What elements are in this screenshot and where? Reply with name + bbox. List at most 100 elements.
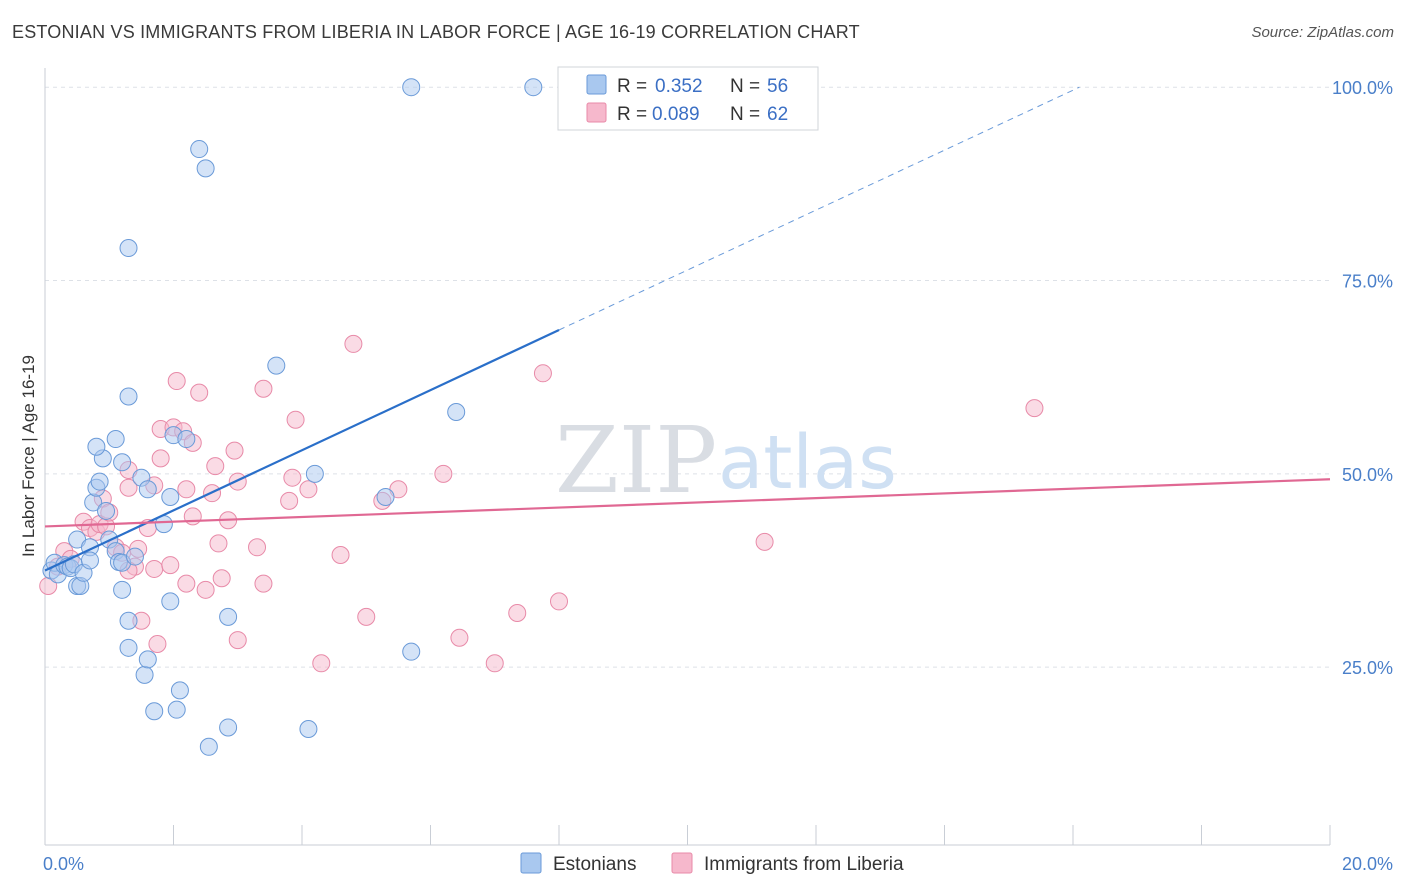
point-liberia (254, 379, 273, 398)
point-liberia (196, 580, 215, 599)
legend-r-value-estonians: 0.352 (655, 76, 703, 97)
point-liberia (206, 457, 225, 476)
point-estonian (524, 78, 543, 97)
chart-title: ESTONIAN VS IMMIGRANTS FROM LIBERIA IN L… (12, 22, 860, 42)
point-estonian (119, 611, 138, 630)
source-credit: Source: ZipAtlas.com (1251, 24, 1394, 41)
point-estonian (170, 681, 189, 700)
point-estonian (402, 642, 421, 661)
legend-r-value-liberia: 0.089 (652, 104, 700, 125)
trend-line-estonians (44, 329, 560, 572)
point-estonian (113, 453, 132, 472)
point-estonian (447, 402, 466, 421)
point-liberia (228, 472, 247, 491)
watermark-atlas-text: atlas (718, 420, 897, 506)
point-estonian (119, 387, 138, 406)
bottom-legend-swatch-estonians (520, 852, 542, 874)
point-estonian (97, 501, 116, 520)
point-liberia (225, 441, 244, 460)
point-liberia (485, 654, 504, 673)
watermark: ZIP atlas (555, 407, 897, 514)
y-tick-label: 25.0% (1342, 658, 1393, 678)
y-axis-label: In Labor Force | Age 16-19 (19, 355, 38, 557)
point-liberia (450, 628, 469, 647)
point-estonian (161, 592, 180, 611)
point-estonian (177, 430, 196, 449)
bottom-legend-liberia: Immigrants from Liberia (704, 854, 904, 875)
point-liberia (755, 532, 774, 551)
point-liberia (161, 556, 180, 575)
point-liberia (508, 604, 527, 623)
watermark-zip-text: ZIP (555, 407, 717, 514)
x-tick-label: 20.0% (1342, 854, 1393, 874)
point-estonian (80, 551, 99, 570)
legend-n-label-liberia: N = (730, 104, 760, 125)
legend-swatch-immigrants-from-liberia (586, 102, 607, 123)
point-estonian (161, 488, 180, 507)
point-estonian (196, 159, 215, 178)
axes (44, 68, 1331, 846)
legend-n-value-liberia: 62 (767, 104, 788, 125)
point-estonian (87, 437, 106, 456)
point-liberia (177, 480, 196, 499)
point-liberia (177, 574, 196, 593)
y-tick-label: 75.0% (1342, 272, 1393, 292)
x-tick-label: 0.0% (43, 854, 84, 874)
point-estonian (135, 665, 154, 684)
point-liberia (286, 410, 305, 429)
point-estonian (167, 700, 186, 719)
point-estonian (199, 737, 218, 756)
point-estonian (125, 547, 144, 566)
point-estonian (113, 580, 132, 599)
point-liberia (145, 559, 164, 578)
point-liberia (331, 546, 350, 565)
point-estonian (299, 720, 318, 739)
point-liberia (283, 468, 302, 487)
point-liberia (254, 574, 273, 593)
grid-lines (45, 86, 1330, 668)
point-liberia (151, 449, 170, 468)
legend-r-label-estonians: R = (617, 76, 647, 97)
bottom-legend-estonians: Estonians (553, 854, 636, 875)
point-estonian (138, 480, 157, 499)
point-liberia (357, 607, 376, 626)
point-liberia (228, 631, 247, 650)
legend-swatch-estonians (586, 74, 607, 95)
correlation-legend: R = 0.352 N = 56 R = 0.089 N = 62 (557, 66, 819, 131)
point-liberia (280, 491, 299, 510)
point-estonian (219, 718, 238, 737)
point-estonian (219, 607, 238, 626)
point-liberia (533, 364, 552, 383)
point-estonian (145, 702, 164, 721)
point-estonian (90, 472, 109, 491)
point-liberia (248, 538, 267, 557)
point-liberia (167, 372, 186, 391)
trend-lines (44, 86, 1331, 572)
point-liberia (183, 507, 202, 526)
point-estonian (376, 488, 395, 507)
y-tick-label: 100.0% (1332, 78, 1393, 98)
point-estonian (106, 430, 125, 449)
point-liberia (344, 334, 363, 353)
trend-line-estonians-extension (558, 86, 1080, 331)
point-estonian (119, 239, 138, 258)
point-estonian (305, 464, 324, 483)
point-liberia (148, 634, 167, 653)
point-estonian (190, 140, 209, 159)
bottom-legend-swatch-liberia (671, 852, 693, 874)
point-liberia (1025, 399, 1044, 418)
point-liberia (119, 478, 138, 497)
y-tick-labels: 25.0% 50.0% 75.0% 100.0% (1332, 78, 1393, 678)
point-estonian (402, 78, 421, 97)
point-estonian (267, 356, 286, 375)
legend-n-value-estonians: 56 (767, 76, 788, 97)
legend-r-label-liberia: R = (617, 104, 647, 125)
point-liberia (299, 480, 318, 499)
point-estonian (138, 650, 157, 669)
trend-line-liberia (44, 478, 1331, 528)
point-liberia (550, 592, 568, 611)
point-liberia (190, 383, 209, 402)
point-liberia (434, 464, 453, 483)
y-tick-label: 50.0% (1342, 465, 1393, 485)
